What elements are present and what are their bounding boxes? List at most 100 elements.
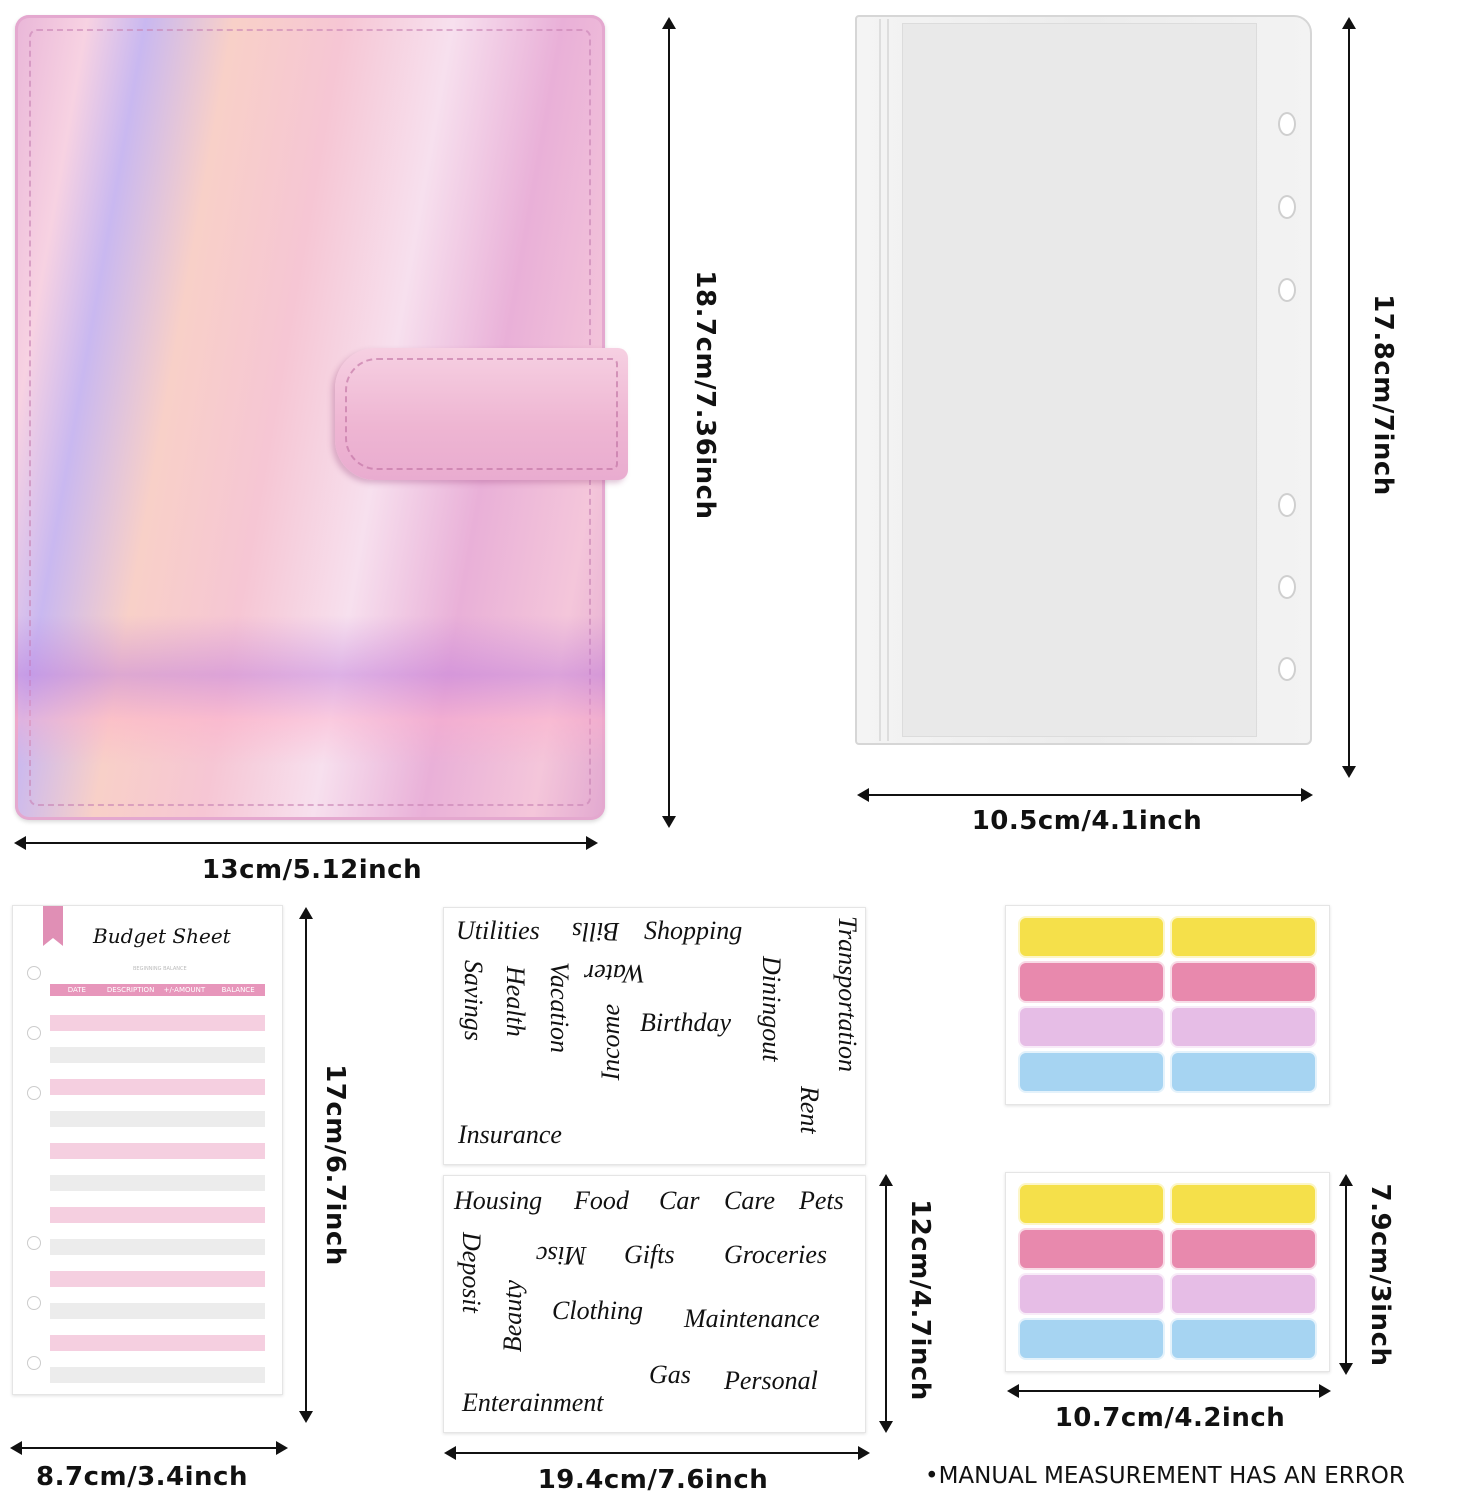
budget-table-row (50, 1255, 265, 1271)
binder-width-label: 13cm/5.12inch (201, 855, 423, 885)
budget-table-row (50, 1095, 265, 1111)
sticker-word: Water (584, 959, 646, 988)
budget-table-row (50, 1079, 265, 1095)
budget-table-header: DATE DESCRIPTION +/-AMOUNT BALANCE (50, 984, 265, 996)
binder-hole (1278, 278, 1296, 302)
binder-hole (1278, 575, 1296, 599)
index-tab (1018, 961, 1165, 1003)
sticker-word: Food (574, 1186, 629, 1215)
budget-table-row (50, 1351, 265, 1367)
index-tab (1018, 1228, 1165, 1270)
sticker-word: Personal (724, 1366, 818, 1395)
budget-table-row (50, 1175, 265, 1191)
sticker-word: Maintenance (684, 1304, 820, 1333)
index-tab (1170, 916, 1317, 958)
sticker-word: Gas (649, 1360, 691, 1389)
sheet-height-arrow (299, 907, 313, 1423)
index-tab (1170, 1318, 1317, 1360)
index-tab (1170, 1006, 1317, 1048)
index-tab-sheet-2 (1005, 1172, 1330, 1372)
sticker-word: Beauty (498, 1280, 527, 1353)
sticker-word: Enterainment (462, 1388, 604, 1417)
index-tab (1018, 1051, 1165, 1093)
zipper-strip (879, 19, 889, 741)
sheet-height-label: 17cm/6.7inch (320, 1064, 350, 1266)
budget-table-row (50, 1127, 265, 1143)
zipper-pouch (855, 15, 1312, 745)
sticker-word: Care (724, 1186, 776, 1215)
sticker-word: Gifts (624, 1240, 675, 1269)
sticker-word: Diningout (757, 956, 786, 1062)
budget-table-row (50, 1031, 265, 1047)
measurement-note: •MANUAL MEASUREMENT HAS AN ERROR (925, 1463, 1405, 1489)
binder-hole (27, 1236, 41, 1250)
budget-table-row (50, 1223, 265, 1239)
sticker-word: Birthday (640, 1008, 731, 1037)
category-sticker-sheet-1: Utilities Bills Shopping Transportation … (443, 907, 866, 1165)
sticker-word: Utilities (456, 916, 540, 945)
bookmark-ribbon-icon (43, 906, 63, 946)
index-tab (1018, 1318, 1165, 1360)
binder-height-arrow (662, 17, 676, 828)
binder-height-label: 18.7cm/7.36inch (690, 270, 720, 520)
tabs-height-label: 7.9cm/3inch (1365, 1183, 1395, 1367)
sticker-word: Transportation (833, 916, 862, 1073)
index-tab (1018, 916, 1165, 958)
sticker-word: Savings (459, 960, 488, 1041)
sticker-word: Vacation (545, 962, 574, 1053)
sticker-width-arrow (444, 1446, 870, 1460)
sticker-height-label: 12cm/4.7inch (905, 1199, 935, 1401)
pouch-height-arrow (1342, 17, 1356, 778)
budget-sheet-title: Budget Sheet (93, 924, 231, 948)
sticker-word: Misc (536, 1241, 587, 1270)
budget-table-row (50, 1335, 265, 1351)
column-header: DATE (67, 986, 86, 994)
sticker-word: Clothing (552, 1296, 644, 1325)
budget-table-row (50, 1319, 265, 1335)
sticker-word: Car (659, 1186, 700, 1215)
index-tab (1170, 1273, 1317, 1315)
pouch-width-arrow (857, 788, 1313, 802)
budget-sheet: Budget Sheet BEGINNING BALANCE DATE DESC… (12, 905, 283, 1395)
sticker-word: Bills (572, 917, 620, 946)
binder-hole (27, 1026, 41, 1040)
column-header: +/-AMOUNT (163, 986, 206, 994)
binder-hole (1278, 195, 1296, 219)
budget-table-row (50, 1239, 265, 1255)
budget-table-row (50, 1287, 265, 1303)
index-tab (1018, 1273, 1165, 1315)
sticker-word: Shopping (644, 916, 743, 945)
pouch-width-label: 10.5cm/4.1inch (971, 806, 1203, 836)
binder-hole (1278, 493, 1296, 517)
budget-table-row (50, 1143, 265, 1159)
sticker-word: Income (596, 1004, 625, 1081)
index-tab (1018, 1006, 1165, 1048)
binder-hole (27, 1296, 41, 1310)
binder-hole (27, 966, 41, 980)
tabs-height-arrow (1339, 1174, 1353, 1375)
budget-table-row (50, 1111, 265, 1127)
snap-clasp (335, 348, 628, 480)
index-tab (1170, 1183, 1317, 1225)
index-tab (1170, 1228, 1317, 1270)
sticker-word: Deposit (457, 1232, 486, 1313)
column-header: BALANCE (221, 986, 255, 994)
budget-table-row (50, 1015, 265, 1031)
pouch-window (902, 23, 1257, 737)
index-tab (1170, 1051, 1317, 1093)
budget-table-row (50, 1047, 265, 1063)
index-tab-sheet-1 (1005, 905, 1330, 1105)
binder-hole (27, 1356, 41, 1370)
sticker-height-arrow (879, 1174, 893, 1433)
budget-table-row (50, 999, 265, 1015)
binder-width-arrow (14, 836, 598, 850)
column-header: DESCRIPTION (106, 986, 155, 994)
binder-hole (27, 1086, 41, 1100)
beginning-balance-label: BEGINNING BALANCE (133, 966, 187, 972)
budget-table-row (50, 1207, 265, 1223)
sheet-width-label: 8.7cm/3.4inch (36, 1462, 248, 1492)
sticker-word: Health (501, 966, 530, 1037)
binder-hole (1278, 112, 1296, 136)
sticker-word: Rent (795, 1086, 824, 1134)
tabs-width-label: 10.7cm/4.2inch (1054, 1403, 1286, 1433)
